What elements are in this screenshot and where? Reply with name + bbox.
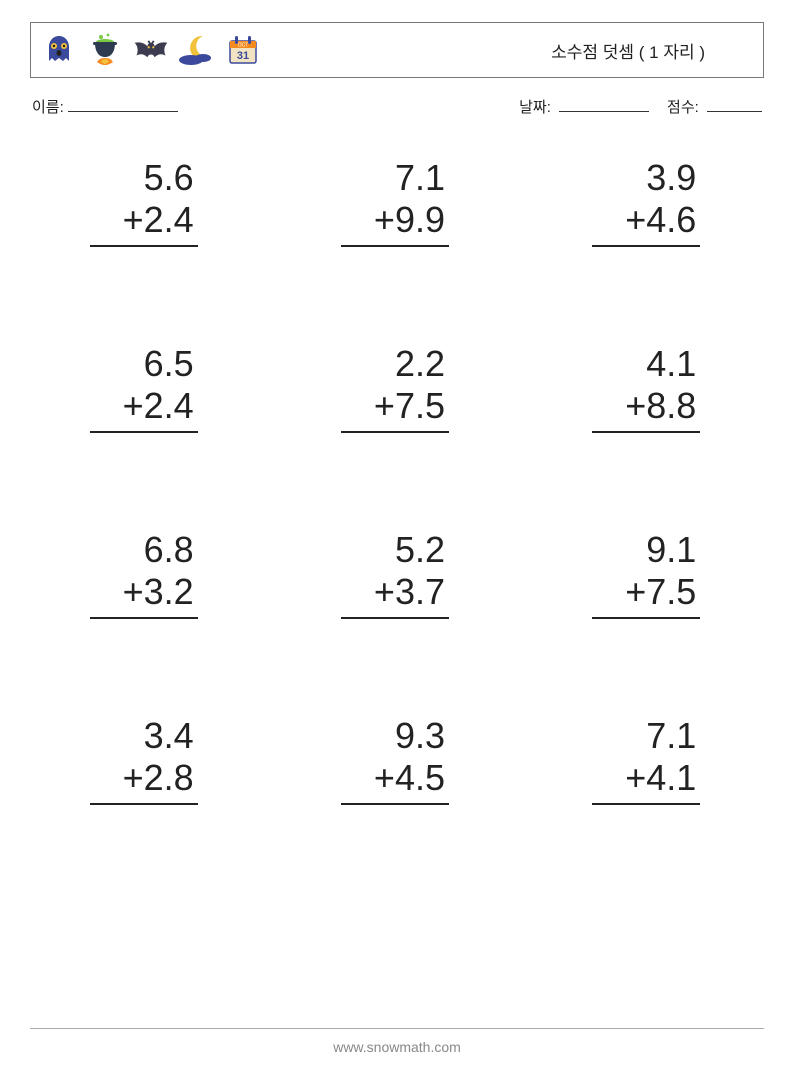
addend-b: 8.8 (646, 385, 696, 426)
operator: + (123, 385, 144, 426)
problem: 5.6+2.4 (50, 157, 241, 273)
name-blank[interactable] (68, 98, 178, 112)
sum-line (90, 617, 198, 645)
addend-a: 6.5 (96, 343, 196, 385)
sum-line (592, 617, 700, 645)
operator: + (374, 385, 395, 426)
score-blank[interactable] (707, 98, 762, 112)
addend-a: 3.9 (598, 157, 698, 199)
operator: + (374, 199, 395, 240)
operator: + (374, 571, 395, 612)
footer: www.snowmath.com (0, 1028, 794, 1055)
operator: + (625, 199, 646, 240)
sum-line (341, 617, 449, 645)
problem: 9.3+4.5 (301, 715, 492, 831)
header-icons: 31 OCT (39, 30, 263, 70)
operator: + (123, 757, 144, 798)
score-field: 점수: (667, 96, 762, 117)
operator: + (625, 757, 646, 798)
problem: 2.2+7.5 (301, 343, 492, 459)
sum-line (592, 431, 700, 459)
operator: + (123, 571, 144, 612)
ghost-icon (39, 30, 79, 70)
sum-line (341, 431, 449, 459)
operator: + (123, 199, 144, 240)
problem: 7.1+9.9 (301, 157, 492, 273)
operator: + (625, 385, 646, 426)
moon-icon (177, 30, 217, 70)
problem: 7.1+4.1 (553, 715, 744, 831)
footer-line (30, 1028, 764, 1029)
addend-b: 4.5 (395, 757, 445, 798)
date-field: 날짜: (519, 96, 649, 117)
addend-b: 7.5 (646, 571, 696, 612)
svg-text:OCT: OCT (238, 43, 249, 49)
problem: 9.1+7.5 (553, 529, 744, 645)
sum-line (90, 803, 198, 831)
addend-b: 3.2 (144, 571, 194, 612)
sum-line (592, 245, 700, 273)
name-label: 이름: (32, 96, 64, 117)
sum-line (341, 803, 449, 831)
date-label: 날짜: (519, 99, 551, 116)
problem: 3.9+4.6 (553, 157, 744, 273)
addend-a: 4.1 (598, 343, 698, 385)
problem: 4.1+8.8 (553, 343, 744, 459)
addend-b: 9.9 (395, 199, 445, 240)
date-blank[interactable] (559, 98, 649, 112)
addend-b: 4.6 (646, 199, 696, 240)
addend-b: 7.5 (395, 385, 445, 426)
worksheet-title: 소수점 덧셈 ( 1 자리 ) (551, 38, 745, 63)
addend-a: 9.3 (347, 715, 447, 757)
addend-a: 7.1 (598, 715, 698, 757)
addend-b: 3.7 (395, 571, 445, 612)
problem: 5.2+3.7 (301, 529, 492, 645)
addend-a: 6.8 (96, 529, 196, 571)
sum-line (592, 803, 700, 831)
problem: 3.4+2.8 (50, 715, 241, 831)
operator: + (625, 571, 646, 612)
addend-a: 9.1 (598, 529, 698, 571)
info-row: 이름: 날짜: 점수: (32, 96, 762, 117)
addend-a: 5.6 (96, 157, 196, 199)
cauldron-icon (85, 30, 125, 70)
problem: 6.5+2.4 (50, 343, 241, 459)
addend-a: 7.1 (347, 157, 447, 199)
operator: + (374, 757, 395, 798)
svg-text:31: 31 (237, 50, 249, 62)
problems-grid: 5.6+2.47.1+9.93.9+4.66.5+2.42.2+7.54.1+8… (50, 157, 744, 831)
sum-line (341, 245, 449, 273)
sum-line (90, 245, 198, 273)
name-field: 이름: (32, 96, 178, 117)
bat-icon (131, 30, 171, 70)
addend-b: 2.4 (144, 385, 194, 426)
addend-a: 5.2 (347, 529, 447, 571)
addend-b: 4.1 (646, 757, 696, 798)
addend-b: 2.4 (144, 199, 194, 240)
addend-b: 2.8 (144, 757, 194, 798)
problem: 6.8+3.2 (50, 529, 241, 645)
sum-line (90, 431, 198, 459)
addend-a: 3.4 (96, 715, 196, 757)
header-box: 31 OCT 소수점 덧셈 ( 1 자리 ) (30, 22, 764, 78)
score-label: 점수: (667, 99, 699, 116)
calendar-icon: 31 OCT (223, 30, 263, 70)
addend-a: 2.2 (347, 343, 447, 385)
